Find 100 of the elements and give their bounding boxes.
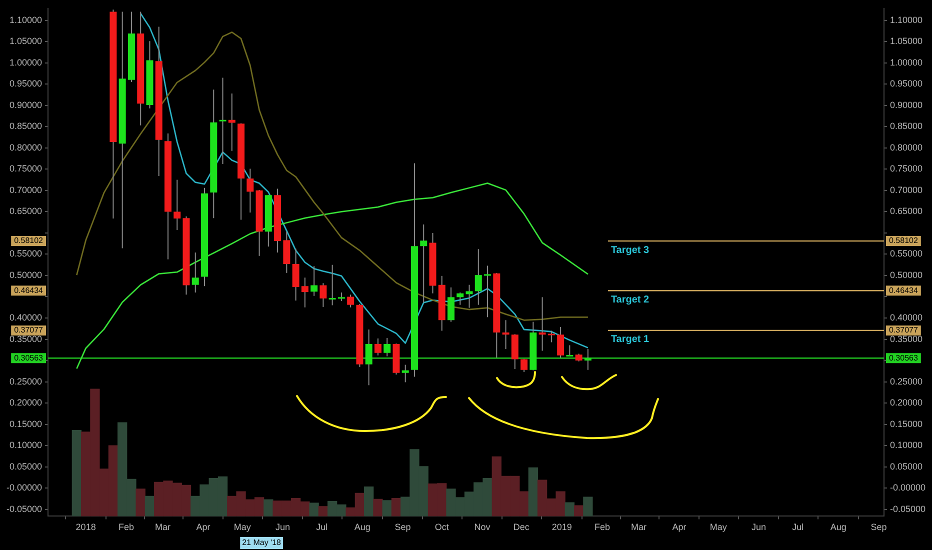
candlestick [474, 248, 482, 306]
y2-tick-label: 0.20000 [890, 398, 923, 408]
text: 0.37077 [889, 326, 918, 335]
text: 21 May '18 [242, 538, 282, 548]
y2-tick-label: 0.10000 [890, 440, 923, 450]
y2-tick-label: 0.80000 [890, 142, 923, 152]
bar [364, 486, 374, 516]
candlestick [328, 264, 336, 306]
y2-tick-label: 0.70000 [890, 184, 923, 195]
candlestick [219, 77, 226, 165]
candlestick [347, 294, 354, 308]
x-tick-label: 2018 [76, 522, 96, 532]
x-tick-label: Sep [394, 522, 411, 532]
y2-tick-label: 0.55000 [890, 248, 923, 259]
y2-tick-label: -0.00000 [890, 482, 926, 493]
ref-line-label: Target 2 [610, 294, 650, 306]
text: 0.58102 [889, 236, 918, 246]
x-tick-label: Dec [513, 522, 530, 532]
candlestick [192, 252, 199, 293]
candlestick [584, 348, 592, 370]
candlestick [374, 338, 382, 356]
y-tick-label: 0.85000 [9, 121, 42, 132]
x-tick-label: Apr [196, 522, 210, 532]
text: 0.46434 [889, 286, 918, 295]
y2-tick-label: 0.85000 [890, 121, 923, 132]
text: 0.46434 [14, 286, 44, 295]
y2-tick-label: 0.15000 [890, 418, 923, 429]
x-tick-label: Aug [354, 522, 370, 532]
bar [144, 496, 155, 516]
candlestick [301, 277, 308, 308]
text: 0.30563 [14, 353, 44, 362]
bar [373, 498, 383, 516]
candlestick [174, 179, 181, 230]
candlestick [384, 338, 391, 357]
y-tick-label: 0.20000 [9, 398, 42, 408]
y2-tick-label: 1.00000 [890, 57, 923, 68]
x-tick-label: Aug [830, 522, 846, 532]
x-tick-label: May [234, 522, 252, 532]
y-tick-label: 0.40000 [9, 312, 42, 322]
y-tick-label: 1.10000 [9, 14, 42, 25]
x-tick-label: Jul [792, 522, 804, 532]
y-tick-label: 0.95000 [9, 78, 42, 89]
y-tick-label: 0.80000 [9, 142, 42, 152]
y2-tick-label: 0.05000 [890, 461, 923, 472]
y-tick-label: -0.00000 [6, 482, 42, 493]
x-tick-label: Jun [276, 522, 290, 532]
candlestick [228, 92, 236, 152]
candlestick [310, 266, 318, 296]
candlestick [420, 224, 428, 304]
candlestick [365, 328, 372, 386]
ref-line-label: Target 3 [610, 244, 650, 256]
y-tick-label: -0.05000 [6, 504, 42, 514]
bar [318, 506, 328, 516]
candlestick [402, 364, 409, 383]
y-tick-label: 0.50000 [9, 270, 42, 280]
y2-tick-label: 0.50000 [890, 270, 923, 280]
x-tick-label: Sep [870, 522, 887, 532]
bar [382, 500, 392, 516]
candlestick [456, 292, 464, 306]
y-tick-label: 0.05000 [9, 461, 42, 472]
x-tick-label: May [710, 522, 728, 532]
x-tick-label: Jun [752, 522, 766, 532]
y2-tick-label: 1.10000 [890, 14, 923, 25]
candlestick [283, 231, 290, 274]
candlestick [292, 248, 300, 302]
bar [564, 502, 575, 516]
x-tick-label: Jul [316, 522, 328, 532]
candlestick [320, 282, 327, 308]
y2-tick-label: 0.40000 [890, 312, 923, 322]
y2-tick-label: 0.25000 [890, 376, 923, 386]
y2-tick-label: 0.65000 [890, 206, 923, 216]
y2-tick-label: -0.05000 [890, 504, 926, 514]
candlestick [538, 296, 546, 352]
y-tick-label: 0.65000 [9, 206, 42, 216]
x-tick-label: Mar [155, 522, 171, 532]
y2-tick-label: 0.95000 [890, 78, 923, 89]
y-tick-label: 1.05000 [9, 36, 42, 46]
y2-tick-label: 0.35000 [890, 334, 923, 344]
bar [391, 498, 402, 516]
y-tick-label: 0.75000 [9, 164, 42, 174]
y-tick-label: 1.00000 [9, 57, 42, 68]
candlestick [246, 168, 254, 214]
candlestick [466, 284, 473, 308]
y-tick-label: 0.35000 [9, 334, 42, 344]
y-tick-label: 0.55000 [9, 248, 42, 259]
bar [136, 488, 146, 516]
candlestick [502, 320, 510, 350]
bar [583, 496, 593, 516]
candlestick [484, 265, 492, 318]
x-tick-label: Mar [631, 522, 647, 532]
x-tick-label: Feb [118, 522, 134, 532]
bar [72, 430, 82, 516]
y2-tick-label: 1.05000 [890, 36, 923, 46]
bar [528, 467, 538, 516]
candlestick [548, 330, 555, 343]
y-tick-label: 0.10000 [9, 440, 42, 450]
y-tick-label: 0.90000 [9, 100, 42, 110]
text: 0.58102 [14, 236, 44, 246]
x-tick-label: Feb [594, 522, 610, 532]
bar [574, 505, 584, 516]
